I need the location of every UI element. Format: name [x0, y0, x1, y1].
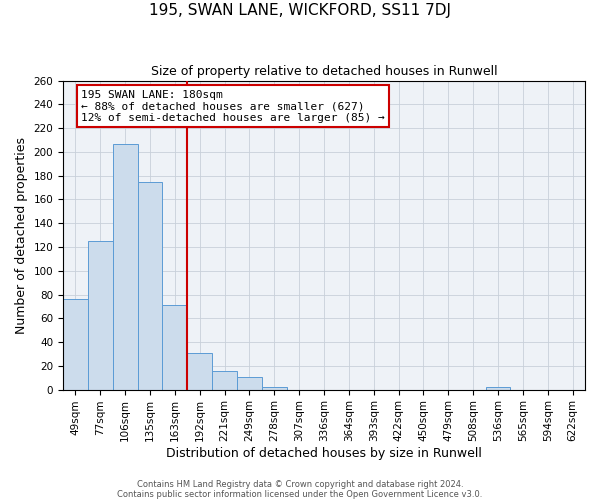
Y-axis label: Number of detached properties: Number of detached properties — [15, 136, 28, 334]
Text: Contains HM Land Registry data © Crown copyright and database right 2024.
Contai: Contains HM Land Registry data © Crown c… — [118, 480, 482, 499]
Bar — [237, 376, 262, 390]
Text: 195 SWAN LANE: 180sqm
← 88% of detached houses are smaller (627)
12% of semi-det: 195 SWAN LANE: 180sqm ← 88% of detached … — [81, 90, 385, 123]
Bar — [113, 144, 137, 390]
Bar — [163, 305, 187, 390]
Bar — [262, 387, 287, 390]
Bar — [187, 352, 212, 390]
Bar — [88, 241, 113, 390]
X-axis label: Distribution of detached houses by size in Runwell: Distribution of detached houses by size … — [166, 447, 482, 460]
Bar — [212, 370, 237, 390]
Title: Size of property relative to detached houses in Runwell: Size of property relative to detached ho… — [151, 65, 497, 78]
Bar — [63, 300, 88, 390]
Bar — [137, 182, 163, 390]
Bar — [485, 387, 511, 390]
Text: 195, SWAN LANE, WICKFORD, SS11 7DJ: 195, SWAN LANE, WICKFORD, SS11 7DJ — [149, 2, 451, 18]
